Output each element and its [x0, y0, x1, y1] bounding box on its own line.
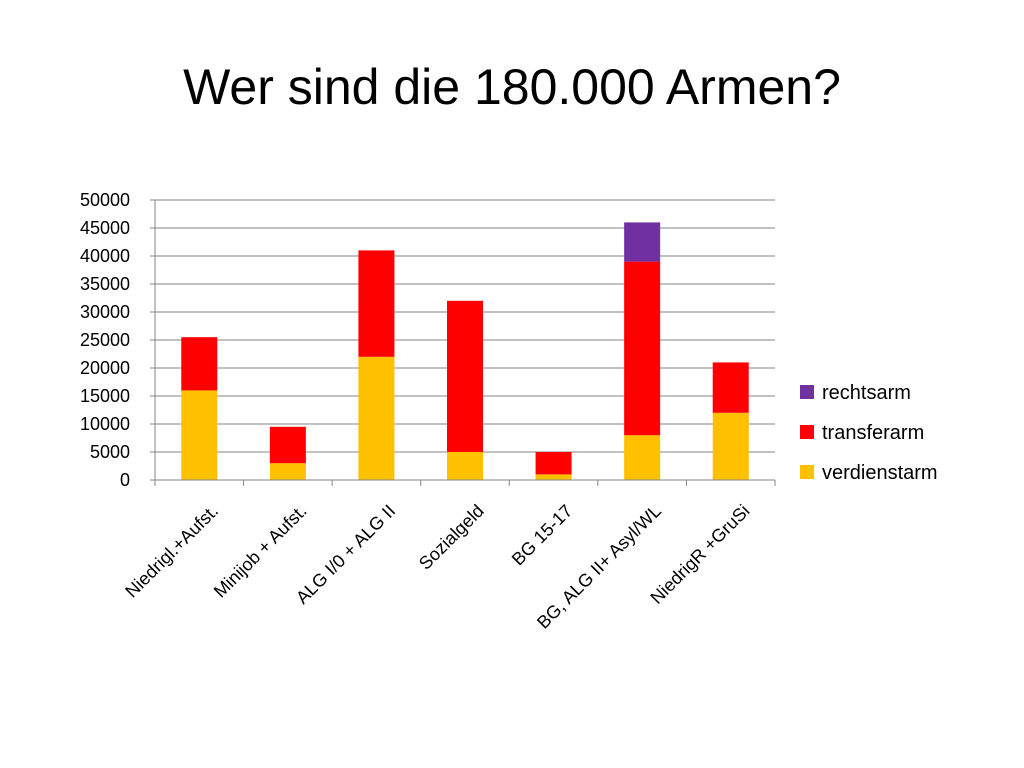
- y-tick-label: 25000: [80, 330, 130, 350]
- bar-segment-transferarm: [358, 250, 395, 357]
- x-category-labels: Niedrigl.+Aufst.Minijob + Aufst.ALG I/0 …: [121, 501, 753, 633]
- axes: [150, 199, 776, 486]
- y-tick-label: 15000: [80, 386, 130, 406]
- slide-title: Wer sind die 180.000 Armen?: [183, 59, 841, 115]
- x-category-label: BG 15-17: [508, 501, 577, 570]
- y-tick-label: 10000: [80, 414, 130, 434]
- bar-segment-verdienstarm: [269, 463, 306, 480]
- legend-swatch-verdienstarm: [800, 465, 814, 479]
- bar-segment-verdienstarm: [712, 412, 749, 480]
- bar-segment-transferarm: [181, 337, 218, 391]
- legend-label-verdienstarm: verdienstarm: [822, 462, 938, 484]
- bar-segment-rechtsarm: [624, 222, 661, 262]
- x-category-label: Sozialgeld: [415, 501, 488, 574]
- legend-swatch-rechtsarm: [800, 385, 814, 399]
- bar-segment-verdienstarm: [624, 435, 661, 480]
- legend: rechtsarm transferarm verdienstarm: [800, 382, 938, 484]
- y-tick-label: 5000: [90, 442, 130, 462]
- bar-segment-transferarm: [712, 362, 749, 413]
- y-tick-label: 30000: [80, 302, 130, 322]
- y-tick-label: 35000: [80, 274, 130, 294]
- bars: [181, 222, 749, 480]
- bar-segment-verdienstarm: [181, 390, 218, 480]
- legend-label-rechtsarm: rechtsarm: [822, 382, 911, 404]
- bar-segment-verdienstarm: [447, 452, 483, 480]
- y-tick-label: 50000: [80, 190, 130, 210]
- bar-segment-transferarm: [535, 452, 572, 475]
- x-category-label: Niedrigl.+Aufst.: [121, 501, 222, 602]
- y-tick-label: 0: [120, 470, 130, 490]
- bar-segment-transferarm: [269, 426, 306, 464]
- bar-segment-transferarm: [624, 261, 661, 436]
- legend-label-transferarm: transferarm: [822, 422, 924, 444]
- y-tick-label: 20000: [80, 358, 130, 378]
- bar-segment-transferarm: [447, 300, 483, 452]
- y-tick-label: 45000: [80, 218, 130, 238]
- bar-segment-verdienstarm: [358, 356, 395, 480]
- y-tick-labels: 0 5000 10000 15000 20000 25000 30000 35000 40000…: [80, 190, 130, 490]
- x-category-label: Minijob + Aufst.: [210, 501, 311, 602]
- legend-swatch-transferarm: [800, 425, 814, 439]
- y-tick-label: 40000: [80, 246, 130, 266]
- bar-segment-verdienstarm: [535, 474, 572, 480]
